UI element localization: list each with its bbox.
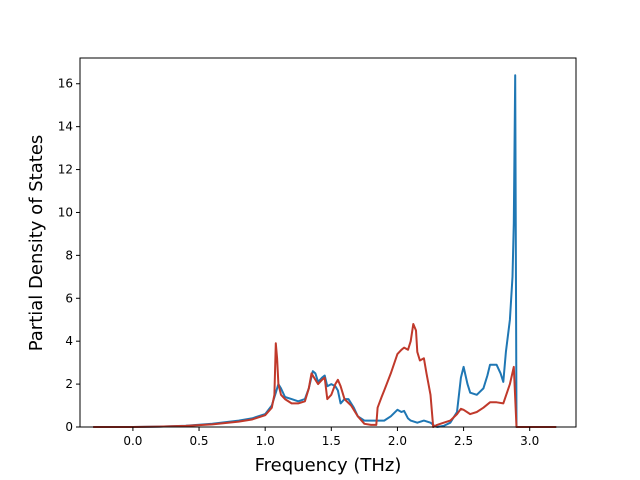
x-tick-label: 1.5 <box>322 434 341 448</box>
y-tick-label: 6 <box>65 291 73 305</box>
y-tick-label: 4 <box>65 334 73 348</box>
y-tick-label: 2 <box>65 377 73 391</box>
x-tick-label: 2.0 <box>388 434 407 448</box>
y-tick-label: 14 <box>58 120 73 134</box>
series-layer <box>93 74 557 428</box>
x-tick-label: 1.0 <box>256 434 275 448</box>
x-tick-label: 2.5 <box>454 434 473 448</box>
series-line-1 <box>93 74 557 428</box>
y-axis-ticks: 0 2 4 6 8 10 12 14 16 <box>58 77 80 434</box>
y-tick-label: 0 <box>65 420 73 434</box>
x-tick-label: 3.0 <box>520 434 539 448</box>
x-axis-label: Frequency (THz) <box>255 455 402 476</box>
y-tick-label: 10 <box>58 205 73 219</box>
series-line-2 <box>93 323 557 428</box>
y-tick-label: 16 <box>58 77 73 91</box>
y-tick-label: 8 <box>65 248 73 262</box>
x-tick-label: 0.5 <box>189 434 208 448</box>
x-tick-label: 0.0 <box>123 434 142 448</box>
y-tick-label: 12 <box>58 163 73 177</box>
y-axis-label: Partial Density of States <box>26 135 47 352</box>
axes-frame <box>79 57 577 428</box>
x-axis-ticks: 0.0 0.5 1.0 1.5 2.0 2.5 3.0 <box>123 427 539 448</box>
